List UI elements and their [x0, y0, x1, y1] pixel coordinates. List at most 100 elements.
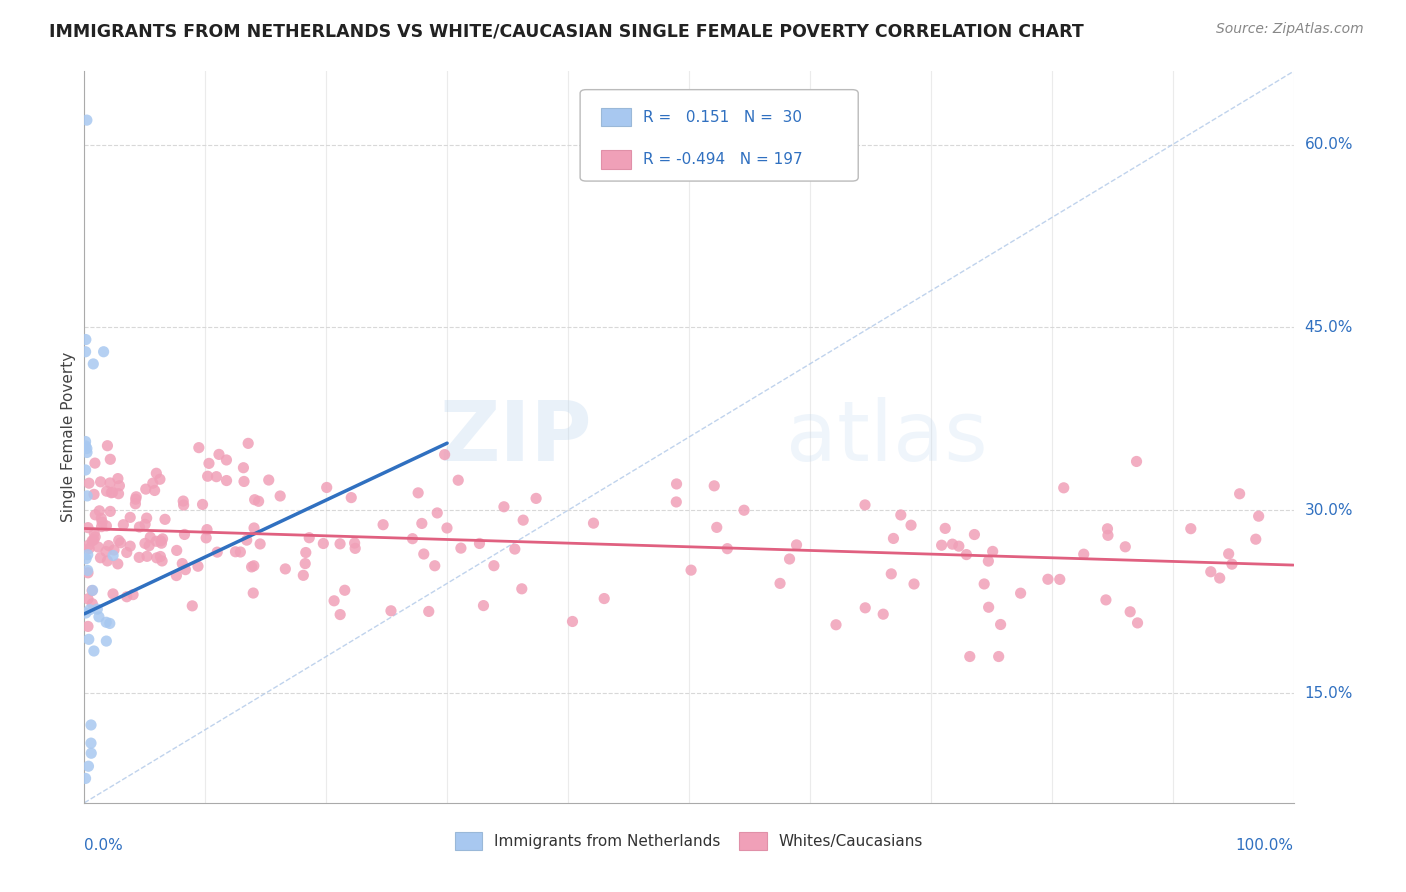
- Point: [1244, 532, 1267, 546]
- Point: [89, 504, 111, 518]
- Point: [215, 453, 238, 467]
- Point: [215, 474, 238, 488]
- Point: [96, 439, 118, 453]
- Point: [165, 568, 187, 582]
- FancyBboxPatch shape: [581, 90, 858, 181]
- Point: [503, 542, 526, 557]
- Point: [98, 475, 121, 490]
- Point: [249, 537, 271, 551]
- Point: [433, 448, 456, 462]
- Point: [492, 500, 515, 514]
- Text: Source: ZipAtlas.com: Source: ZipAtlas.com: [1216, 22, 1364, 37]
- Point: [232, 460, 254, 475]
- Point: [1119, 605, 1142, 619]
- Point: [406, 486, 429, 500]
- Point: [75, 463, 97, 477]
- Point: [187, 559, 209, 574]
- Point: [82, 357, 104, 371]
- Point: [903, 577, 925, 591]
- Point: [122, 588, 145, 602]
- Point: [198, 456, 221, 470]
- Point: [142, 476, 165, 491]
- Point: [115, 545, 138, 559]
- Point: [371, 517, 394, 532]
- Point: [96, 634, 118, 648]
- Text: 45.0%: 45.0%: [1305, 320, 1353, 334]
- Point: [84, 530, 107, 544]
- Point: [257, 473, 280, 487]
- Point: [247, 494, 270, 508]
- Point: [447, 473, 470, 487]
- Point: [1199, 565, 1222, 579]
- Y-axis label: Single Female Poverty: Single Female Poverty: [60, 352, 76, 522]
- Point: [482, 558, 505, 573]
- Point: [706, 520, 728, 534]
- Point: [90, 511, 112, 525]
- Point: [172, 557, 194, 571]
- Point: [83, 487, 105, 501]
- Point: [1097, 528, 1119, 542]
- Text: IMMIGRANTS FROM NETHERLANDS VS WHITE/CAUCASIAN SINGLE FEMALE POVERTY CORRELATION: IMMIGRANTS FROM NETHERLANDS VS WHITE/CAU…: [49, 22, 1084, 40]
- Point: [412, 547, 434, 561]
- Point: [243, 521, 266, 535]
- Point: [512, 513, 534, 527]
- Point: [84, 456, 107, 470]
- Point: [90, 519, 112, 533]
- Point: [931, 538, 953, 552]
- Point: [450, 541, 472, 555]
- Point: [80, 736, 103, 750]
- Point: [1095, 593, 1118, 607]
- Point: [77, 538, 100, 552]
- Point: [87, 610, 110, 624]
- Point: [703, 479, 725, 493]
- Point: [1125, 454, 1147, 468]
- Point: [128, 520, 150, 534]
- Point: [1097, 522, 1119, 536]
- Point: [76, 489, 98, 503]
- Point: [90, 475, 112, 489]
- Point: [150, 554, 173, 568]
- Point: [124, 492, 146, 507]
- Point: [973, 577, 995, 591]
- Point: [82, 533, 104, 548]
- Point: [112, 517, 135, 532]
- Point: [1114, 540, 1136, 554]
- Point: [96, 615, 118, 630]
- Point: [333, 583, 356, 598]
- Point: [97, 539, 120, 553]
- Point: [955, 548, 977, 562]
- Point: [1229, 487, 1251, 501]
- Point: [80, 746, 103, 760]
- Point: [934, 521, 956, 535]
- Point: [187, 441, 209, 455]
- Point: [963, 527, 986, 541]
- Point: [205, 545, 228, 559]
- Point: [941, 537, 963, 551]
- Text: 30.0%: 30.0%: [1305, 503, 1353, 517]
- Point: [1053, 481, 1076, 495]
- Text: R = -0.494   N = 197: R = -0.494 N = 197: [643, 152, 803, 167]
- FancyBboxPatch shape: [600, 108, 631, 127]
- Point: [135, 511, 157, 525]
- Point: [1208, 571, 1230, 585]
- Point: [145, 467, 167, 481]
- Point: [77, 521, 100, 535]
- Point: [91, 515, 114, 529]
- Point: [582, 516, 605, 530]
- Point: [294, 557, 316, 571]
- Point: [134, 536, 156, 550]
- Point: [77, 759, 100, 773]
- Point: [292, 568, 315, 582]
- Point: [83, 644, 105, 658]
- Point: [769, 576, 792, 591]
- Point: [344, 541, 367, 556]
- Point: [401, 532, 423, 546]
- Point: [174, 563, 197, 577]
- Legend: Immigrants from Netherlands, Whites/Caucasians: Immigrants from Netherlands, Whites/Cauc…: [454, 832, 924, 850]
- Point: [128, 550, 150, 565]
- Point: [94, 544, 117, 558]
- Point: [880, 566, 903, 581]
- Point: [426, 506, 449, 520]
- Point: [1218, 547, 1240, 561]
- Point: [191, 498, 214, 512]
